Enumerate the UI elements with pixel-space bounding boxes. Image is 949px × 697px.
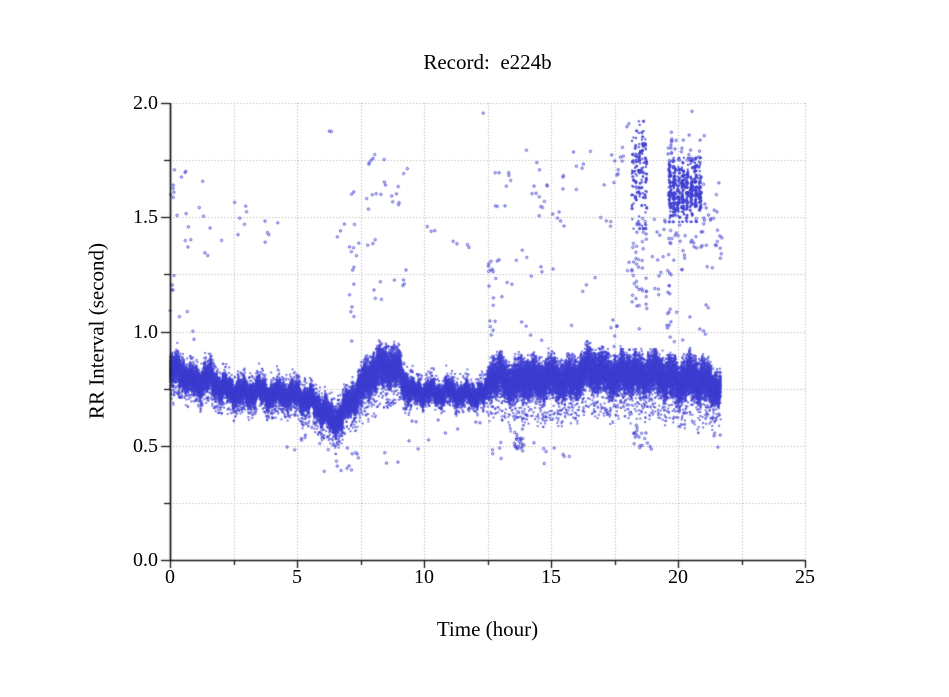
y-tick-label: 0.5 <box>133 434 158 457</box>
x-tick-label: 5 <box>292 566 302 588</box>
y-tick-label: 0.0 <box>133 549 158 571</box>
x-tick-label: 0 <box>165 566 175 588</box>
x-tick-label: 10 <box>414 566 434 588</box>
y-tick-label: 2.0 <box>133 92 158 114</box>
x-tick-label: 25 <box>795 566 815 588</box>
chart-title: Record: e224b <box>423 50 552 74</box>
x-tick-label: 20 <box>668 566 688 588</box>
x-axis-label: Time (hour) <box>436 617 539 641</box>
y-tick-label: 1.0 <box>133 320 158 343</box>
y-tick-label: 1.5 <box>133 206 158 229</box>
x-tick-label: 15 <box>541 566 561 588</box>
